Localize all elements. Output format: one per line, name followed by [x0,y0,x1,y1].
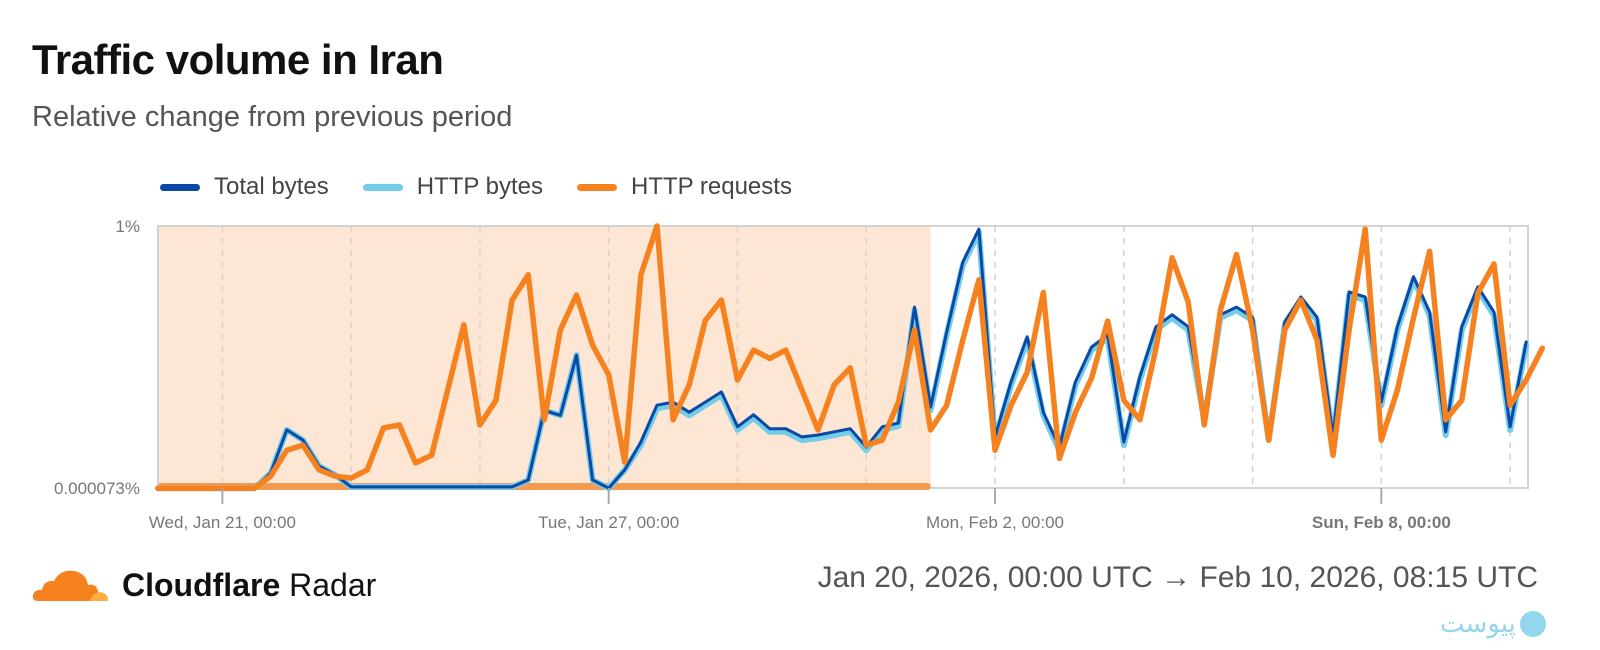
page-subtitle: Relative change from previous period [32,101,513,133]
brand-product: Radar [289,566,377,603]
watermark-text: پیوست [1440,609,1516,639]
legend-label: HTTP requests [631,173,792,200]
brand-name: Cloudflare [122,566,281,603]
watermark-circle-icon [1519,611,1546,637]
y-tick-label-min: 0.000073% [54,479,140,498]
cloudflare-radar-logo[interactable]: Cloudflare Radar [30,565,376,605]
series-line-http-requests[interactable] [155,223,1546,491]
watermark-logo: پیوست [1440,606,1546,642]
x-tick-label: Wed, Jan 21, 00:00 [149,513,296,532]
legend-swatch [577,183,617,191]
x-tick-label: Mon, Feb 2, 00:00 [926,513,1064,532]
legend-swatch [160,183,200,191]
page-title: Traffic volume in Iran [32,36,444,83]
date-range: Jan 20, 2026, 00:00 UTC → Feb 10, 2026, … [817,561,1538,594]
cloudflare-cloud-icon [32,570,108,601]
y-tick-label-max: 1% [115,217,140,236]
legend-label: Total bytes [214,173,329,200]
highlight-bar [158,483,931,490]
chart-legend: Total bytes HTTP bytes HTTP requests [160,173,792,201]
traffic-chart[interactable]: 1% 0.000073% Wed, Jan 21, 00:00 Tue, Jan … [0,0,1600,560]
x-tick-label: Tue, Jan 27, 00:00 [538,513,679,532]
legend-label: HTTP bytes [416,173,543,200]
legend-swatch [362,183,403,191]
legend-item-total-bytes[interactable]: Total bytes [160,173,329,201]
highlight-region [158,226,931,488]
legend-item-http-requests[interactable]: HTTP requests [577,173,792,201]
x-tick-label: Sun, Feb 8, 00:00 [1312,513,1451,532]
legend-item-http-bytes[interactable]: HTTP bytes [362,173,543,201]
